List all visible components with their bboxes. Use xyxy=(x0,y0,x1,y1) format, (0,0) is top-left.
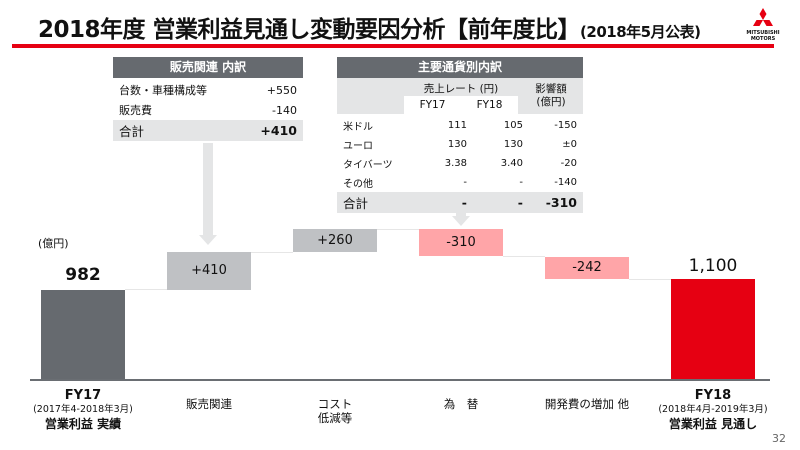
fx-step-label: -310 xyxy=(446,235,476,250)
arrow-down-icon xyxy=(199,235,217,245)
table-row: 販売費 -140 xyxy=(113,100,303,120)
fy17-bar xyxy=(41,290,125,379)
fy18-bar xyxy=(671,279,755,379)
impact: -20 xyxy=(560,158,577,169)
xlabel-fy17: FY17 (2017年4-2018年3月) 営業利益 実績 xyxy=(33,388,133,432)
currency: その他 xyxy=(343,179,373,190)
sales-breakdown-table: 販売関連 内訳 台数・車種構成等 +550 販売費 -140 合計 +410 xyxy=(113,57,303,141)
xlabel-rnd: 開発費の増加 他 xyxy=(544,397,630,411)
impact: ±0 xyxy=(562,139,577,150)
currency: ユーロ xyxy=(343,141,373,152)
total-label: 合計 xyxy=(343,196,369,211)
table-row: 米ドル 111 105 -150 xyxy=(337,116,583,135)
unit-label: (億円) xyxy=(38,237,69,250)
impact: -140 xyxy=(554,177,577,188)
total-fy17: - xyxy=(461,195,467,210)
logo-text: MITSUBISHI MOTORS xyxy=(746,30,780,42)
sales-arrow-shaft xyxy=(203,143,213,235)
fy18-value-label: 1,100 xyxy=(688,256,738,276)
currency: タイバーツ xyxy=(343,160,393,171)
company-logo: MITSUBISHI MOTORS xyxy=(738,8,788,44)
table-row: タイバーツ 3.38 3.40 -20 xyxy=(337,154,583,173)
row-label: 販売費 xyxy=(119,104,152,117)
title-subtitle: (2018年5月公表) xyxy=(580,23,701,41)
arrow-down-icon xyxy=(452,216,470,226)
xlabel-fx: 為 替 xyxy=(443,397,479,411)
table-row: その他 - - -140 xyxy=(337,173,583,192)
rate-fy18: 130 xyxy=(503,139,523,150)
rnd-step-bar xyxy=(545,257,629,279)
rnd-step-label: -242 xyxy=(572,260,602,275)
table-total-row: 合計 +410 xyxy=(113,120,303,141)
currency: 米ドル xyxy=(343,122,373,133)
table-total-row: 合計 - - -310 xyxy=(337,192,583,213)
total-value: +410 xyxy=(260,123,297,138)
rate-fy18: 3.40 xyxy=(500,158,523,169)
row-label: 台数・車種構成等 xyxy=(119,84,207,97)
three-diamonds-icon xyxy=(753,8,773,26)
sales-step-label: +410 xyxy=(191,263,227,278)
row-value: -140 xyxy=(272,103,297,117)
fx-arrow-shaft xyxy=(456,208,466,216)
col-fy18: FY18 xyxy=(476,99,503,111)
xlabel-fy18: FY18 (2018年4月-2019年3月) 営業利益 見通し xyxy=(658,388,768,432)
fx-step-bar xyxy=(419,229,503,256)
impact: -150 xyxy=(554,120,577,131)
connector-line xyxy=(125,289,167,290)
rate-fy17: 3.38 xyxy=(444,158,467,169)
rate-header: 売上レート (円) xyxy=(423,83,499,95)
cost-step-bar xyxy=(293,229,377,252)
cost-step-label: +260 xyxy=(317,233,353,248)
col-fy17: FY17 xyxy=(419,99,446,111)
table-row: ユーロ 130 130 ±0 xyxy=(337,135,583,154)
rate-fy17: 111 xyxy=(447,120,467,131)
total-impact: -310 xyxy=(545,195,577,210)
fx-breakdown-table: 主要通貨別内訳 売上レート (円) FY17 FY18 影響額 (億円) 米ドル… xyxy=(337,57,583,213)
sales-step-bar xyxy=(167,252,251,290)
rate-fy17: 130 xyxy=(447,139,467,150)
fx-table-header: 主要通貨別内訳 xyxy=(337,57,583,78)
page-number: 32 xyxy=(772,432,786,445)
x-axis xyxy=(30,379,770,381)
xlabel-cost: コスト 低減等 xyxy=(317,397,353,425)
impact-header: 影響額 (億円) xyxy=(535,83,567,108)
connector-line xyxy=(503,256,545,257)
page-title: 2018年度 営業利益見通し変動要因分析【前年度比】(2018年5月公表) xyxy=(38,10,701,44)
rate-fy18: 105 xyxy=(503,120,523,131)
xlabel-sales: 販売関連 xyxy=(186,397,232,411)
fy-columns-bg xyxy=(404,96,518,114)
connector-line xyxy=(629,279,671,280)
row-value: +550 xyxy=(266,83,297,97)
table-row: 台数・車種構成等 +550 xyxy=(113,80,303,100)
total-fy18: - xyxy=(517,195,523,210)
fx-table-subheader: 売上レート (円) FY17 FY18 影響額 (億円) xyxy=(337,78,583,114)
total-label: 合計 xyxy=(119,124,145,139)
connector-line xyxy=(377,229,419,230)
rate-fy17: - xyxy=(463,177,467,188)
rate-fy18: - xyxy=(519,177,523,188)
title-divider xyxy=(12,44,774,48)
fy17-value-label: 982 xyxy=(65,265,101,285)
title-main: 2018年度 営業利益見通し変動要因分析【前年度比】 xyxy=(38,17,581,43)
sales-table-header: 販売関連 内訳 xyxy=(113,57,303,78)
connector-line xyxy=(251,252,293,253)
